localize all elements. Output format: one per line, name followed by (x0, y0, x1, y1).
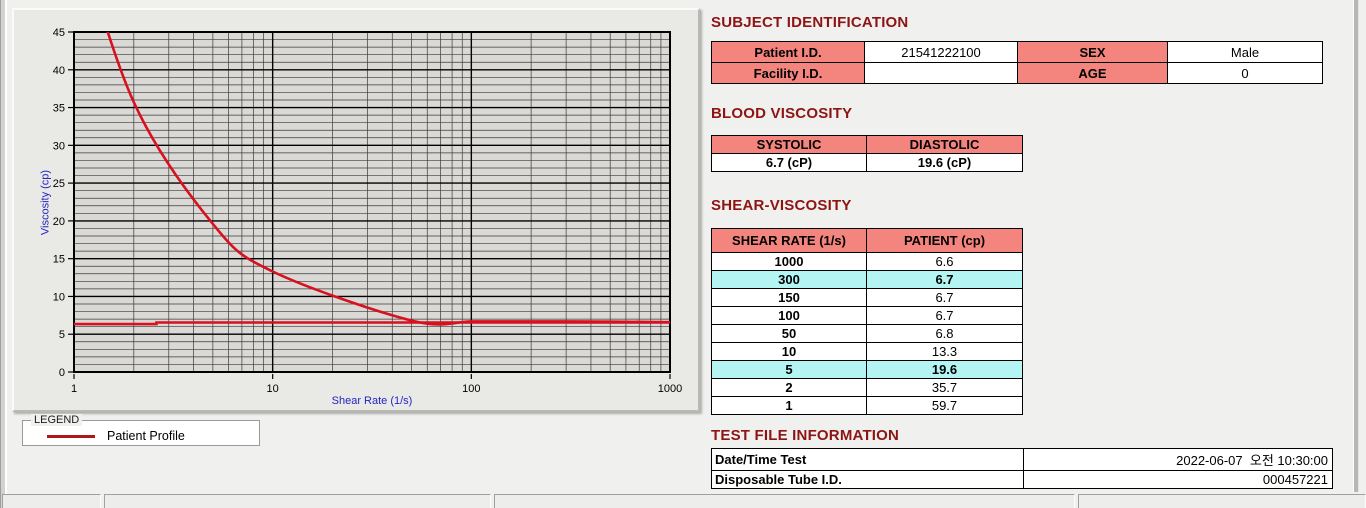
svg-text:10: 10 (53, 291, 65, 303)
svg-text:45: 45 (53, 27, 65, 39)
shear-rate-cell: 100 (711, 306, 867, 325)
shear-rate-cell: 300 (711, 270, 867, 289)
shear-viscosity-row: 1000 6.6 (711, 252, 1023, 271)
blood-viscosity-table: SYSTOLIC DIASTOLIC 6.7 (cP) 19.6 (cP) (711, 135, 1023, 172)
shear-viscosity-row: 1 59.7 (711, 396, 1023, 415)
disposable-tube-id-label: Disposable Tube I.D. (711, 470, 1024, 489)
patient-viscosity-cell: 13.3 (866, 342, 1023, 361)
bottom-button-segment[interactable] (494, 494, 1075, 508)
test-file-information-table: Date/Time Test 2022-06-07 오전 10:30:00 Di… (711, 448, 1333, 489)
svg-text:10: 10 (267, 383, 279, 395)
subject-identification-title: SUBJECT IDENTIFICATION (711, 14, 909, 31)
table-row: Patient I.D. 21541222100 SEX Male (711, 41, 1323, 63)
plateau-line (74, 321, 670, 326)
patient-viscosity-cell: 6.7 (866, 306, 1023, 325)
legend-box-label: LEGEND (31, 414, 83, 426)
svg-text:1000: 1000 (658, 383, 682, 395)
svg-text:5: 5 (59, 329, 65, 341)
shear-viscosity-row: 10 13.3 (711, 342, 1023, 361)
diastolic-header: DIASTOLIC (866, 135, 1023, 154)
shear-rate-cell: 150 (711, 288, 867, 307)
patient-id-label: Patient I.D. (711, 41, 865, 63)
svg-text:0: 0 (59, 367, 65, 379)
legend-entry-label: Patient Profile (107, 429, 185, 443)
viscosity-chart-panel: 0 5 10 15 20 25 30 35 40 45 1 10 100 1000 Viscosity (… (12, 8, 700, 412)
facility-id-value (864, 62, 1018, 84)
svg-text:40: 40 (53, 65, 65, 77)
age-value: 0 (1167, 62, 1323, 84)
legend-box: LEGEND Patient Profile (22, 414, 260, 446)
shear-rate-cell: 2 (711, 378, 867, 397)
table-header-row: SHEAR RATE (1/s) PATIENT (cp) (711, 228, 1023, 253)
legend-entry: Patient Profile (47, 429, 253, 443)
shear-rate-cell: 5 (711, 360, 867, 379)
patient-viscosity-cell: 6.8 (866, 324, 1023, 343)
diastolic-value: 19.6 (cP) (866, 153, 1023, 172)
shear-rate-cell: 1 (711, 396, 867, 415)
shear-rate-header: SHEAR RATE (1/s) (711, 228, 867, 253)
sex-label: SEX (1017, 41, 1168, 63)
vertical-splitter[interactable] (1353, 0, 1359, 492)
y-axis-title: Viscosity (cp) (39, 169, 52, 236)
svg-text:1: 1 (71, 383, 77, 395)
bottom-button-segment[interactable] (1078, 494, 1366, 508)
patient-viscosity-cell: 6.7 (866, 270, 1023, 289)
viscosity-chart-svg: 0 5 10 15 20 25 30 35 40 45 1 10 100 1000 (53, 27, 682, 395)
bottom-button-segment[interactable] (104, 494, 491, 508)
systolic-header: SYSTOLIC (711, 135, 867, 154)
shear-viscosity-row: 150 6.7 (711, 288, 1023, 307)
shear-viscosity-row: 2 35.7 (711, 378, 1023, 397)
shear-rate-cell: 10 (711, 342, 867, 361)
facility-id-label: Facility I.D. (711, 62, 865, 84)
patient-id-value: 21541222100 (864, 41, 1018, 63)
disposable-tube-id-value: 000457221 (1023, 470, 1333, 489)
shear-rate-cell: 1000 (711, 252, 867, 271)
svg-text:15: 15 (53, 254, 65, 266)
table-row: Disposable Tube I.D. 000457221 (711, 470, 1333, 489)
table-row: Date/Time Test 2022-06-07 오전 10:30:00 (711, 448, 1333, 471)
svg-text:25: 25 (53, 178, 65, 190)
svg-text:35: 35 (53, 103, 65, 115)
patient-viscosity-cell: 6.7 (866, 288, 1023, 307)
shear-viscosity-body: 1000 6.6 300 6.7 150 6.7 100 6.7 50 6.8 10 13.3 5 19.… (711, 252, 1023, 415)
shear-viscosity-row: 100 6.7 (711, 306, 1023, 325)
date-time-test-value: 2022-06-07 오전 10:30:00 (1023, 448, 1333, 471)
patient-viscosity-cell: 59.7 (866, 396, 1023, 415)
date-time-test-label: Date/Time Test (711, 448, 1024, 471)
bottom-button-segment[interactable] (2, 494, 101, 508)
sex-value: Male (1167, 41, 1323, 63)
shear-viscosity-row: 5 19.6 (711, 360, 1023, 379)
test-file-information-title: TEST FILE INFORMATION (711, 427, 900, 444)
svg-text:30: 30 (53, 140, 65, 152)
patient-viscosity-cell: 35.7 (866, 378, 1023, 397)
patient-viscosity-cell: 19.6 (866, 360, 1023, 379)
subject-identification-table: Patient I.D. 21541222100 SEX Male Facili… (711, 41, 1323, 84)
window-left-edge (0, 0, 8, 508)
shear-viscosity-table: SHEAR RATE (1/s) PATIENT (cp) 1000 6.6 300… (711, 228, 1023, 415)
systolic-value: 6.7 (cP) (711, 153, 867, 172)
patient-profile-line-swatch (47, 434, 95, 438)
table-row: Facility I.D. AGE 0 (711, 62, 1323, 84)
shear-rate-cell: 50 (711, 324, 867, 343)
x-axis-title: Shear Rate (1/s) (331, 395, 413, 407)
shear-viscosity-row: 300 6.7 (711, 270, 1023, 289)
age-label: AGE (1017, 62, 1168, 84)
blood-viscosity-title: BLOOD VISCOSITY (711, 105, 853, 122)
shear-viscosity-title: SHEAR-VISCOSITY (711, 197, 852, 214)
patient-viscosity-cell: 6.6 (866, 252, 1023, 271)
table-row: 6.7 (cP) 19.6 (cP) (711, 153, 1023, 172)
patient-cp-header: PATIENT (cp) (866, 228, 1023, 253)
table-row: SYSTOLIC DIASTOLIC (711, 135, 1023, 154)
svg-text:20: 20 (53, 216, 65, 228)
svg-text:100: 100 (462, 383, 480, 395)
shear-viscosity-row: 50 6.8 (711, 324, 1023, 343)
